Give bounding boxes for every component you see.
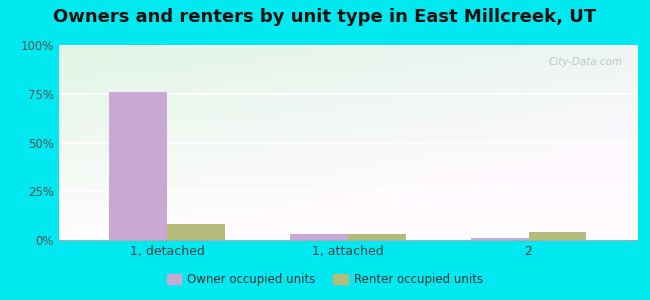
Legend: Owner occupied units, Renter occupied units: Owner occupied units, Renter occupied un…	[162, 269, 488, 291]
Text: Owners and renters by unit type in East Millcreek, UT: Owners and renters by unit type in East …	[53, 8, 597, 26]
Bar	[290, 234, 348, 240]
Bar	[167, 224, 225, 240]
Bar	[471, 238, 528, 240]
Text: City-Data.com: City-Data.com	[549, 57, 623, 67]
Bar	[528, 232, 586, 240]
Bar	[348, 234, 406, 240]
Bar	[109, 92, 167, 240]
